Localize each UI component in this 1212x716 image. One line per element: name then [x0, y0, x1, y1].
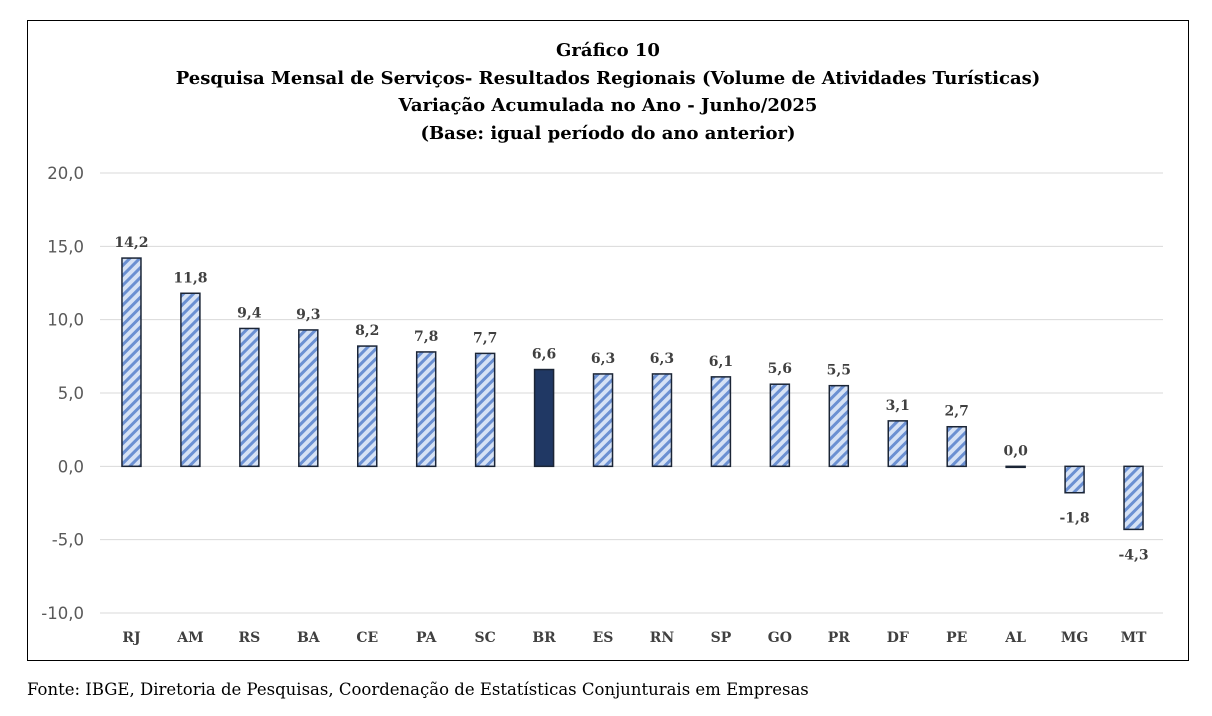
category-label-rn: RN: [650, 630, 675, 646]
category-labels: RJ AM RS BA CE PA SC BR ES RN SP GO PR DF PE AL MG MT: [122, 630, 1147, 646]
data-label-sc: 7,7: [473, 330, 497, 346]
category-label-pe: PE: [946, 630, 967, 646]
chart-title-line-2: Pesquisa Mensal de Serviços- Resultados …: [175, 67, 1041, 89]
bar-br: [533, 368, 555, 468]
source-note: Fonte: IBGE, Diretoria de Pesquisas, Coo…: [27, 680, 809, 699]
bar-rs: [239, 327, 260, 468]
category-label-rj: RJ: [122, 630, 141, 646]
data-label-mt: -4,3: [1118, 547, 1148, 563]
data-label-rs: 9,4: [237, 305, 262, 321]
chart-title: Gráfico 10 Pesquisa Mensal de Serviços- …: [27, 37, 1189, 147]
data-label-br: 6,6: [532, 347, 556, 363]
bar-sp: [710, 376, 732, 468]
bar-al: [1005, 465, 1026, 469]
data-label-df: 3,1: [886, 398, 910, 414]
category-label-am: AM: [176, 630, 203, 646]
category-label-es: ES: [593, 630, 614, 646]
y-tick-label: 15,0: [47, 237, 84, 256]
data-label-ba: 9,3: [296, 307, 320, 323]
y-axis-tick-labels: 20,0 15,0 10,0 5,0 0,0 -5,0 -10,0: [41, 164, 84, 623]
bar-sc: [474, 352, 496, 468]
gridlines: [100, 172, 1163, 614]
data-labels: 14,2 11,8 9,4 9,3 8,2 7,8 7,7 6,6 6,3 6,3 6,1 5,6 5,…: [114, 235, 1148, 563]
data-label-rn: 6,3: [650, 351, 674, 367]
bar-rj: [121, 257, 142, 468]
chart-title-line-1: Gráfico 10: [556, 40, 660, 61]
bar-go: [769, 383, 791, 468]
y-tick-label: -10,0: [41, 604, 84, 623]
category-label-al: AL: [1004, 630, 1026, 646]
data-label-sp: 6,1: [709, 354, 733, 370]
y-tick-label: 0,0: [58, 457, 84, 476]
data-label-es: 6,3: [591, 351, 615, 367]
category-label-sc: SC: [475, 630, 496, 646]
bar-pr: [828, 384, 850, 468]
category-label-ce: CE: [356, 630, 378, 646]
bar-es: [592, 373, 614, 468]
data-label-pe: 2,7: [945, 404, 969, 420]
data-label-mg: -1,8: [1059, 511, 1089, 527]
data-label-am: 11,8: [173, 270, 207, 286]
category-label-rs: RS: [238, 630, 260, 646]
bar-rn: [651, 373, 673, 468]
category-label-go: GO: [768, 630, 792, 646]
y-tick-label: -5,0: [52, 531, 84, 550]
y-tick-label: 20,0: [47, 164, 84, 183]
data-label-pr: 5,5: [827, 363, 851, 379]
bar-ba: [298, 329, 319, 468]
bar-ce: [357, 345, 378, 468]
data-label-al: 0,0: [1003, 443, 1028, 459]
bar-df: [887, 420, 908, 468]
category-label-pr: PR: [828, 630, 851, 646]
category-label-mt: MT: [1121, 630, 1147, 646]
bar-am: [180, 292, 201, 468]
category-label-pa: PA: [416, 630, 438, 646]
category-label-br: BR: [532, 630, 556, 646]
category-label-mg: MG: [1061, 630, 1088, 646]
chart-title-line-4: (Base: igual período do ano anterior): [420, 122, 796, 144]
data-label-go: 5,6: [768, 361, 792, 377]
bar-pa: [415, 351, 437, 468]
data-label-ce: 8,2: [355, 323, 379, 339]
y-tick-label: 5,0: [58, 384, 84, 403]
bar-mg: [1064, 465, 1085, 494]
y-tick-label: 10,0: [47, 311, 84, 330]
category-label-ba: BA: [297, 630, 321, 646]
chart-frame: [27, 20, 1189, 661]
data-label-rj: 14,2: [114, 235, 148, 251]
bar-pe: [946, 425, 967, 468]
category-label-df: DF: [887, 630, 909, 646]
bars: [121, 257, 1144, 531]
data-label-pa: 7,8: [414, 329, 438, 345]
bar-mt: [1123, 465, 1144, 531]
chart-title-line-3: Variação Acumulada no Ano - Junho/2025: [398, 95, 818, 116]
category-label-sp: SP: [711, 630, 732, 646]
